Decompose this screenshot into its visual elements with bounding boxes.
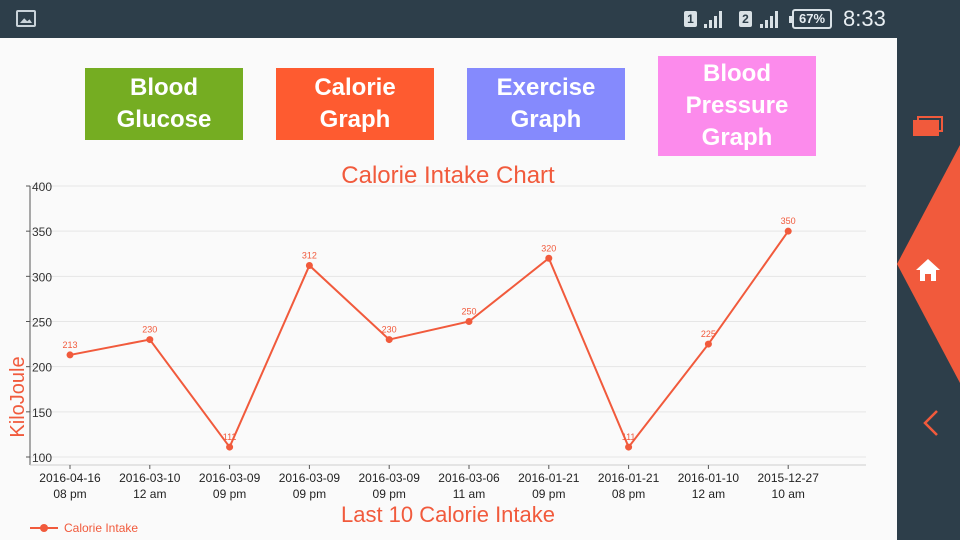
- series-line: [69, 230, 790, 450]
- legend-marker: [40, 524, 48, 532]
- data-point: [146, 336, 154, 344]
- x-tick-label: 2016-03-09: [199, 471, 261, 485]
- data-point: [704, 340, 712, 348]
- series-calorie-intake: 213 230 111 312 230 250 320 111 225 350: [62, 216, 796, 451]
- legend-label: Calorie Intake: [64, 521, 138, 535]
- data-label: 213: [62, 340, 77, 350]
- status-bar: 1 2 67% 8:33: [0, 0, 960, 38]
- y-tick-label: 300: [32, 270, 52, 284]
- data-label: 350: [781, 216, 796, 226]
- data-label: 312: [302, 250, 317, 260]
- calorie-graph-button[interactable]: Calorie Graph: [276, 68, 434, 140]
- y-tick-label: 250: [32, 316, 52, 330]
- data-label: 320: [541, 243, 556, 253]
- x-tick-label: 08 pm: [612, 487, 645, 501]
- sim2-label: 2: [739, 11, 752, 27]
- x-tick-label: 12 am: [133, 487, 166, 501]
- data-point: [625, 443, 633, 451]
- home-icon[interactable]: [914, 256, 942, 284]
- x-tick-label: 09 pm: [293, 487, 326, 501]
- x-tick-label: 08 pm: [53, 487, 86, 501]
- axes: 100 150 200 250 300 350 400 2016-04-16 08 pm 2016…: [26, 180, 866, 501]
- x-tick-label: 2016-03-10: [119, 471, 181, 485]
- chart-title: Calorie Intake Chart: [341, 162, 555, 189]
- data-point: [66, 351, 74, 359]
- x-tick-label: 09 pm: [532, 487, 565, 501]
- x-tick-label: 2016-04-16: [39, 471, 101, 485]
- data-point: [385, 336, 393, 344]
- y-tick-label: 350: [32, 225, 52, 239]
- x-tick-label: 09 pm: [213, 487, 246, 501]
- x-tick-label: 2016-03-09: [279, 471, 341, 485]
- x-tick-label: 2015-12-27: [758, 471, 820, 485]
- x-tick-label: 12 am: [692, 487, 725, 501]
- data-label: 230: [382, 325, 397, 335]
- data-label: 230: [142, 325, 157, 335]
- data-label: 225: [701, 329, 716, 339]
- y-axis-label: KiloJoule: [7, 356, 29, 437]
- x-tick-label: 09 pm: [373, 487, 406, 501]
- blood-glucose-button[interactable]: Blood Glucose: [85, 68, 243, 140]
- x-tick-label: 2016-03-09: [359, 471, 421, 485]
- data-point: [784, 227, 792, 235]
- data-label: 250: [461, 307, 476, 317]
- navigation-bar: [897, 38, 960, 540]
- recents-icon[interactable]: [913, 116, 943, 136]
- signal1-icon: [704, 11, 726, 28]
- signal2-icon: [760, 11, 782, 28]
- x-tick-label: 11 am: [453, 487, 485, 501]
- y-tick-label: 100: [32, 451, 52, 465]
- x-tick-label: 2016-01-21: [598, 471, 660, 485]
- data-label: 111: [622, 432, 636, 442]
- battery-indicator: 67%: [789, 9, 832, 29]
- blood-pressure-graph-button[interactable]: Blood Pressure Graph: [658, 56, 816, 156]
- data-point: [545, 254, 553, 262]
- x-tick-label: 2016-01-10: [678, 471, 740, 485]
- sim1-label: 1: [684, 11, 697, 27]
- gallery-icon: [16, 10, 36, 27]
- x-tick-label: 2016-01-21: [518, 471, 580, 485]
- back-icon[interactable]: [919, 408, 943, 438]
- y-tick-label: 150: [32, 406, 52, 420]
- x-tick-label: 10 am: [772, 487, 805, 501]
- data-label: 111: [223, 432, 237, 442]
- data-point: [305, 261, 313, 269]
- clock: 8:33: [843, 6, 886, 31]
- grid-lines: [30, 185, 866, 458]
- legend: Calorie Intake: [30, 521, 138, 535]
- data-point: [226, 443, 234, 451]
- x-axis-label: Last 10 Calorie Intake: [341, 502, 555, 527]
- calorie-chart: Calorie Intake Chart KiloJoule Last 10 C…: [7, 162, 866, 535]
- data-point: [465, 318, 473, 325]
- exercise-graph-button[interactable]: Exercise Graph: [467, 68, 625, 140]
- x-tick-label: 2016-03-06: [438, 471, 500, 485]
- y-tick-label: 200: [32, 361, 52, 375]
- y-tick-label: 400: [32, 180, 52, 194]
